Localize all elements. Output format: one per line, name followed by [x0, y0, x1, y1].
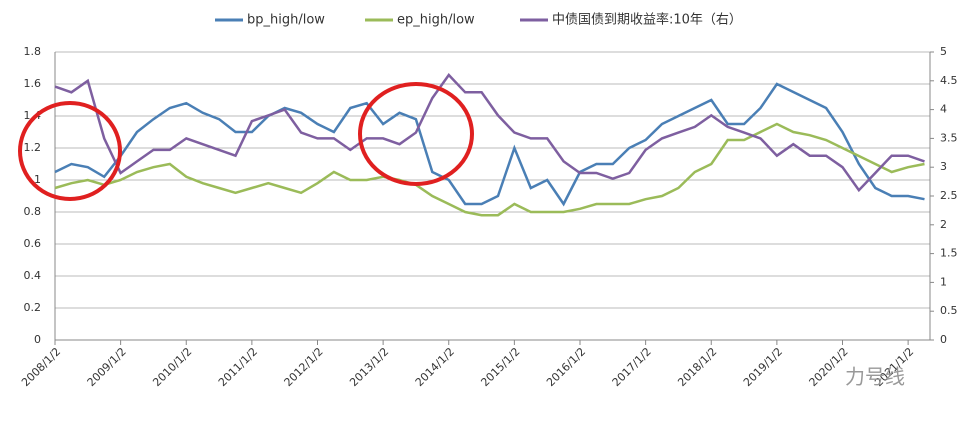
y2-tick-label: 3.5: [940, 131, 958, 144]
y-tick-label: 0.2: [24, 301, 42, 314]
y2-tick-label: 1: [940, 275, 947, 288]
y2-tick-label: 5: [940, 45, 947, 58]
series-line: [54, 73, 925, 193]
legend-label: 中债国债到期收益率:10年（右）: [552, 12, 742, 28]
y-tick-label: 1: [34, 173, 41, 186]
highlight-circle: [358, 82, 474, 186]
y2-tick-label: 0.5: [940, 304, 958, 317]
y-tick-label: 0: [34, 333, 41, 346]
highlight-circle: [18, 101, 122, 201]
series-line: [54, 122, 925, 217]
series-line: [54, 82, 925, 207]
y-tick-label: 1.8: [24, 45, 42, 58]
y-tick-label: 0.8: [24, 205, 42, 218]
y-tick-label: 1.2: [24, 141, 42, 154]
y2-tick-label: 3: [940, 160, 947, 173]
y2-tick-label: 2.5: [940, 189, 958, 202]
y2-tick-label: 4: [940, 103, 947, 116]
legend-label: ep_high/low: [397, 13, 475, 28]
highlight-circles: [18, 82, 474, 201]
y2-tick-label: 0: [940, 333, 947, 346]
watermark: 力号线: [845, 365, 905, 389]
y-tick-label: 1.6: [24, 77, 42, 90]
y-tick-label: 0.4: [24, 269, 42, 282]
y-tick-label: 1.4: [24, 109, 42, 122]
y2-tick-label: 1.5: [940, 247, 958, 260]
y2-tick-label: 2: [940, 218, 947, 231]
y-tick-label: 0.6: [24, 237, 42, 250]
legend-label: bp_high/low: [247, 13, 325, 28]
y2-tick-label: 4.5: [940, 74, 958, 87]
